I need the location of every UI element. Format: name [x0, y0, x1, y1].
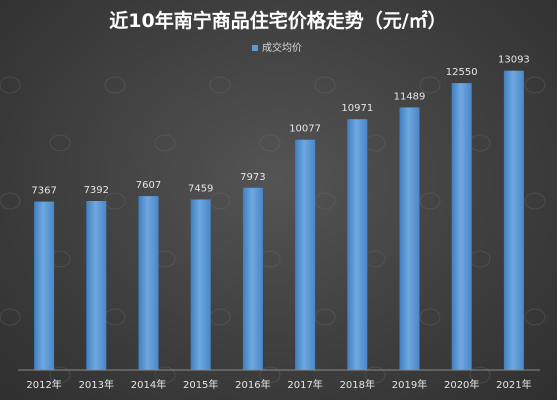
watermark-mark — [259, 250, 281, 268]
x-tick-2017年: 2017年 — [287, 378, 322, 391]
x-tick-2013年: 2013年 — [79, 378, 114, 391]
value-label-2020年: 12550 — [446, 67, 478, 78]
bar-2021年 — [503, 70, 524, 370]
watermark-mark — [419, 308, 441, 326]
x-axis-ticks: 2012年 2013年 2014年 2015年 2016年 2017年 2018年 2019年… — [26, 378, 531, 391]
bar-2019年 — [399, 107, 420, 371]
watermark-mark — [524, 192, 546, 210]
value-label-2018年: 10971 — [341, 103, 373, 114]
watermark-mark — [419, 76, 441, 94]
watermark-mark — [524, 308, 546, 326]
watermark-mark — [209, 308, 231, 326]
bar-2012年 — [34, 201, 55, 370]
watermark-mark — [469, 250, 491, 268]
watermark-mark — [469, 366, 491, 384]
x-tick-2012年: 2012年 — [26, 378, 61, 391]
watermark-mark — [364, 134, 386, 152]
watermark-mark — [419, 192, 441, 210]
x-tick-2021年: 2021年 — [496, 378, 531, 391]
legend: 成交均价 — [252, 41, 302, 54]
watermark-mark — [49, 366, 71, 384]
bar-2020年 — [451, 83, 472, 370]
bar-2016年 — [242, 187, 263, 370]
x-tick-2019年: 2019年 — [392, 378, 427, 391]
watermark-mark — [314, 76, 336, 94]
value-label-2012年: 7367 — [31, 186, 56, 197]
bar-2013年 — [86, 201, 107, 370]
watermark-mark — [104, 76, 126, 94]
value-labels-group: 7367 7392 7607 7459 7973 10077 10971 11489 12550… — [31, 55, 529, 197]
x-tick-2014年: 2014年 — [131, 378, 166, 391]
watermark-mark — [524, 76, 546, 94]
watermark-mark — [154, 366, 176, 384]
watermark-mark — [104, 308, 126, 326]
x-tick-2020年: 2020年 — [444, 378, 479, 391]
watermark-mark — [364, 366, 386, 384]
watermark-mark — [314, 192, 336, 210]
value-label-2016年: 7973 — [240, 172, 265, 183]
watermark-mark — [314, 308, 336, 326]
value-label-2015年: 7459 — [188, 184, 213, 195]
value-label-2014年: 7607 — [136, 180, 161, 191]
bar-2017年 — [295, 139, 316, 370]
value-label-2017年: 10077 — [289, 124, 321, 135]
value-label-2021年: 13093 — [498, 55, 530, 66]
bar-2018年 — [347, 119, 368, 370]
bar-2014年 — [138, 196, 159, 370]
watermark-mark — [364, 250, 386, 268]
watermark-mark — [0, 308, 21, 326]
watermark-mark — [0, 76, 21, 94]
watermark-mark — [259, 134, 281, 152]
watermark-mark — [154, 134, 176, 152]
watermark-mark — [209, 192, 231, 210]
value-label-2019年: 11489 — [394, 91, 426, 102]
legend-swatch — [252, 45, 258, 51]
value-label-2013年: 7392 — [84, 185, 109, 196]
watermark-mark — [209, 76, 231, 94]
chart-title: 近10年南宁商品住宅价格走势（元/㎡） — [109, 9, 446, 32]
x-tick-2018年: 2018年 — [340, 378, 375, 391]
watermark-mark — [259, 366, 281, 384]
legend-label: 成交均价 — [262, 41, 302, 54]
x-tick-2015年: 2015年 — [183, 378, 218, 391]
watermark-pattern — [0, 76, 546, 384]
x-tick-2016年: 2016年 — [235, 378, 270, 391]
bar-2015年 — [190, 199, 211, 370]
bars-group — [34, 70, 524, 371]
watermark-mark — [0, 192, 21, 210]
watermark-mark — [469, 134, 491, 152]
watermark-mark — [49, 134, 71, 152]
